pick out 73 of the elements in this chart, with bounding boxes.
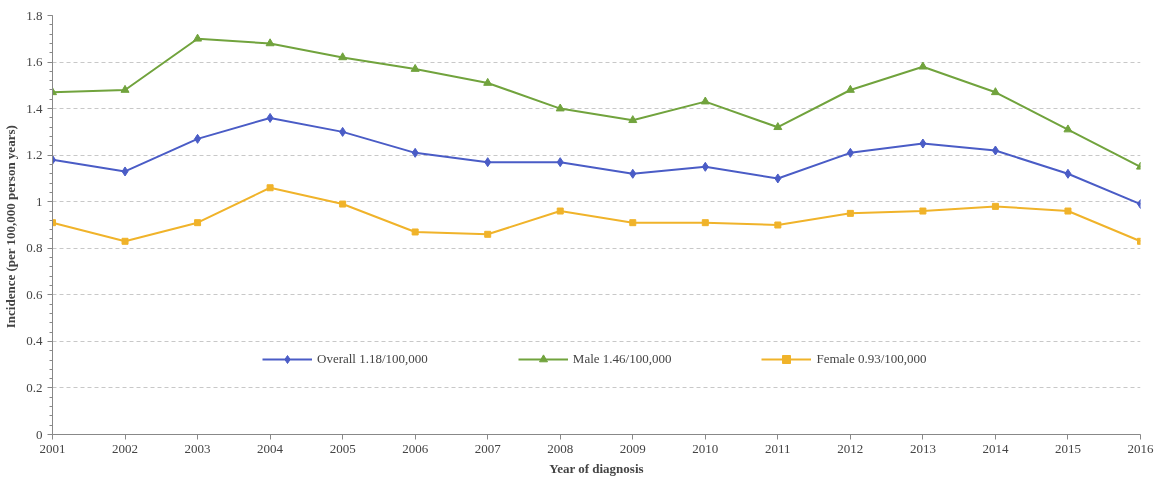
point — [194, 219, 202, 227]
y-tick-label: 1.6 — [26, 54, 43, 70]
point — [121, 237, 129, 245]
point — [991, 202, 999, 210]
y-tick-label: 1.2 — [26, 147, 43, 163]
x-axis-title: Year of diagnosis — [549, 460, 644, 476]
y-tick-label: 0.8 — [26, 240, 43, 256]
x-tick-label: 2015 — [1054, 440, 1081, 456]
point — [120, 84, 130, 93]
point — [193, 33, 203, 42]
point — [918, 61, 928, 70]
point — [339, 200, 347, 208]
legend-label: Female 0.93/100,000 — [816, 351, 927, 367]
point — [411, 147, 419, 158]
point — [265, 38, 275, 47]
y-tick-label: 1 — [36, 193, 43, 209]
x-tick-label: 2007 — [474, 440, 502, 456]
x-tick-label: 2002 — [112, 440, 139, 456]
y-tick-label: 1.8 — [26, 7, 43, 23]
point — [556, 157, 564, 168]
x-tick-label: 2001 — [39, 440, 66, 456]
point — [484, 157, 492, 168]
point — [1064, 207, 1072, 215]
x-tick-label: 2012 — [837, 440, 864, 456]
legend-label: Overall 1.18/100,000 — [317, 351, 428, 367]
point — [556, 207, 564, 215]
point — [339, 126, 347, 137]
point — [774, 173, 782, 184]
point — [628, 115, 638, 124]
x-tick-label: 2006 — [402, 440, 429, 456]
x-tick-label: 2004 — [257, 440, 284, 456]
point — [773, 122, 783, 131]
point — [194, 133, 202, 144]
point — [919, 138, 927, 149]
point — [846, 209, 854, 217]
point — [629, 219, 637, 227]
x-tick-label: 2009 — [619, 440, 646, 456]
x-tick-label: 2008 — [547, 440, 574, 456]
point — [991, 145, 999, 156]
point — [121, 166, 129, 177]
point — [1064, 168, 1072, 179]
x-tick-label: 2016 — [1127, 440, 1154, 456]
x-tick-label: 2013 — [909, 440, 936, 456]
point — [484, 230, 492, 238]
x-tick-label: 2010 — [692, 440, 719, 456]
legend-label: Male 1.46/100,000 — [572, 351, 672, 367]
point — [846, 147, 854, 158]
y-tick-label: 0 — [36, 426, 43, 442]
point — [483, 77, 493, 86]
point — [845, 84, 855, 93]
point — [1063, 124, 1073, 133]
point — [555, 103, 565, 112]
point — [919, 207, 927, 215]
y-tick-label: 0.6 — [26, 286, 43, 302]
point — [701, 219, 709, 227]
point — [266, 184, 274, 192]
point — [774, 221, 782, 229]
y-tick-label: 0.4 — [26, 333, 43, 349]
point — [990, 87, 1000, 96]
point — [701, 161, 709, 172]
y-tick-label: 0.2 — [26, 379, 43, 395]
point — [266, 112, 274, 123]
point — [700, 96, 710, 105]
point — [410, 63, 420, 72]
point — [629, 168, 637, 179]
y-tick-label: 1.4 — [26, 100, 43, 116]
x-tick-label: 2003 — [184, 440, 211, 456]
y-axis-title: Incidence (per 100,000 person years) — [3, 125, 19, 329]
x-tick-label: 2005 — [329, 440, 356, 456]
x-tick-label: 2011 — [765, 440, 791, 456]
point — [338, 52, 348, 61]
point — [411, 228, 419, 236]
x-tick-label: 2014 — [982, 440, 1009, 456]
